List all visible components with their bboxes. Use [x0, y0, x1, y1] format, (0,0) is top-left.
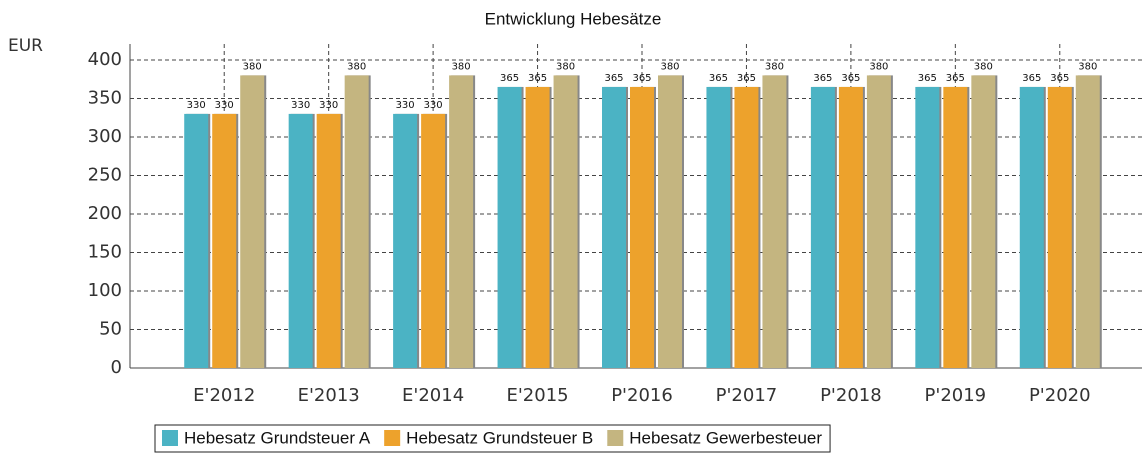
y-tick-label: 300 — [88, 126, 122, 147]
y-tick-label: 0 — [111, 357, 122, 378]
data-label: 380 — [765, 61, 784, 72]
bar — [866, 75, 891, 369]
bar — [838, 86, 863, 368]
x-tick-label: E'2013 — [298, 385, 360, 406]
legend-box — [154, 424, 831, 453]
data-label: 380 — [974, 61, 993, 72]
x-tick-label: P'2017 — [716, 385, 778, 406]
legend-swatch — [607, 430, 624, 446]
bar — [393, 113, 418, 369]
data-label: 365 — [604, 73, 623, 84]
data-label: 365 — [500, 73, 519, 84]
x-tick-label: P'2018 — [820, 385, 882, 406]
data-label: 365 — [632, 73, 651, 84]
bar — [240, 75, 265, 369]
legend-label: Hebesatz Gewerbesteuer — [629, 428, 822, 447]
data-label: 365 — [918, 73, 937, 84]
data-label: 365 — [841, 73, 860, 84]
data-label: 380 — [660, 61, 679, 72]
bar — [288, 113, 313, 369]
data-label: 330 — [187, 100, 206, 111]
data-label: 330 — [215, 100, 234, 111]
data-label: 380 — [452, 61, 471, 72]
data-label: 365 — [709, 73, 728, 84]
bar — [915, 86, 940, 368]
data-label: 365 — [813, 73, 832, 84]
x-tick-label: E'2012 — [193, 385, 255, 406]
bar — [421, 113, 446, 369]
data-label: 330 — [424, 100, 443, 111]
data-label: 380 — [243, 61, 262, 72]
y-tick-label: 350 — [88, 88, 122, 109]
bar — [602, 86, 626, 368]
bar — [525, 86, 550, 368]
data-label: 380 — [869, 61, 888, 72]
bar — [762, 75, 787, 369]
y-tick-label: 100 — [88, 280, 122, 301]
bar — [344, 75, 369, 369]
bar — [1075, 75, 1100, 369]
x-tick-label: E'2014 — [402, 385, 464, 406]
data-label: 330 — [319, 100, 338, 111]
x-tick-label: P'2019 — [925, 385, 987, 406]
legend-swatch — [384, 430, 401, 446]
bar — [184, 113, 209, 369]
data-label: 365 — [1050, 73, 1069, 84]
data-label: 365 — [528, 73, 547, 84]
y-tick-label: 200 — [88, 203, 122, 224]
bar — [706, 86, 731, 368]
y-axis-label: EUR — [8, 36, 43, 56]
x-tick-label: E'2015 — [506, 385, 568, 406]
bar — [449, 75, 474, 369]
y-tick-label: 400 — [88, 49, 122, 70]
bar — [497, 86, 522, 368]
data-label: 365 — [946, 73, 965, 84]
data-label: 380 — [347, 61, 366, 72]
bar — [943, 86, 968, 368]
bar — [971, 75, 996, 369]
bar — [734, 86, 759, 368]
x-tick-label: P'2020 — [1029, 385, 1091, 406]
bar — [553, 75, 578, 369]
y-tick-label: 150 — [88, 242, 122, 263]
data-label: 330 — [396, 100, 415, 111]
bar — [1019, 86, 1044, 368]
legend-label: Hebesatz Grundsteuer A — [184, 428, 371, 447]
data-label: 365 — [737, 73, 756, 84]
x-tick-label: P'2016 — [611, 385, 673, 406]
y-tick-label: 50 — [99, 319, 122, 340]
data-label: 330 — [291, 100, 310, 111]
y-tick-label: 250 — [88, 165, 122, 186]
data-label: 380 — [556, 61, 575, 72]
data-label: 380 — [1078, 61, 1097, 72]
chart-title: Entwicklung Hebesätze — [485, 9, 662, 28]
legend-swatch — [162, 430, 178, 446]
bar — [630, 86, 654, 368]
data-label: 365 — [1022, 73, 1041, 84]
legend-label: Hebesatz Grundsteuer B — [406, 428, 593, 447]
bar — [810, 86, 835, 368]
bar — [316, 113, 341, 369]
bar — [212, 113, 237, 369]
bar — [1047, 86, 1072, 368]
bar — [658, 75, 682, 369]
